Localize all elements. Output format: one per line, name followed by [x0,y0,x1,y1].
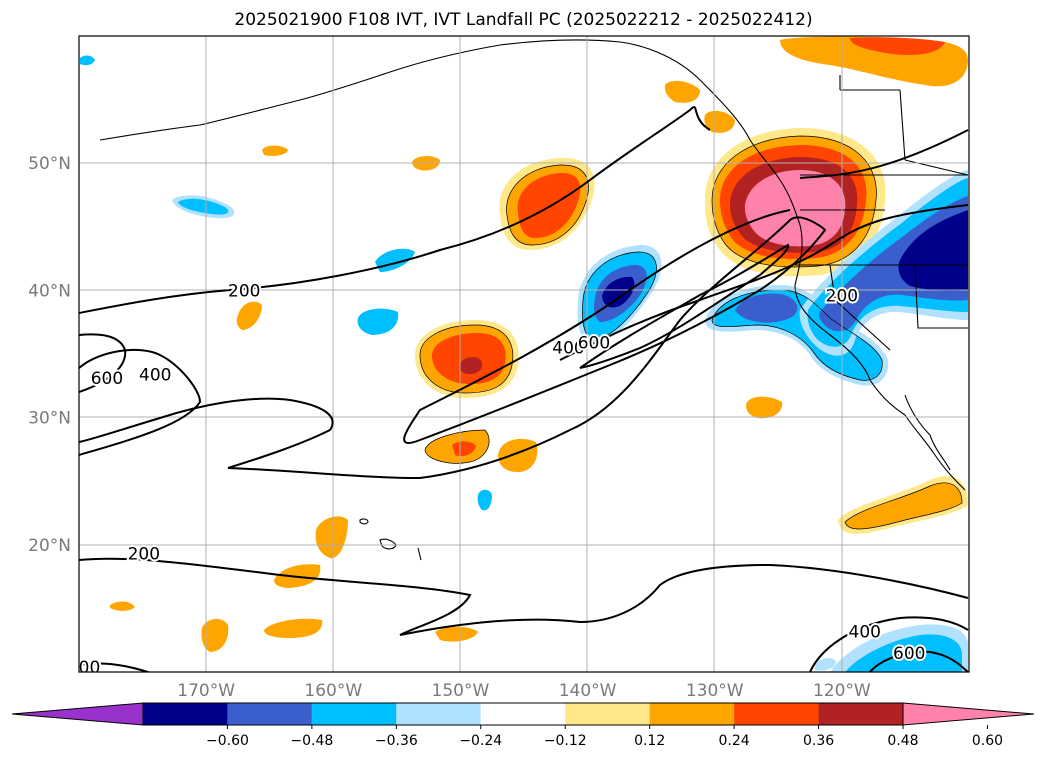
fill-blob [80,55,95,66]
colorbar-tick-label: −0.12 [544,733,587,749]
contour-400-south [79,662,152,672]
contour-label: 400 [849,622,881,642]
colorbar: −0.60 −0.48 −0.36 −0.24 −0.12 0.12 0.24 0.36 0.4… [11,702,1035,749]
colorbar-tick-label: 0.12 [634,733,665,749]
gridlines [79,36,969,672]
contour-600-southeast [869,650,969,672]
fill-blob [845,482,962,529]
fill-blob [664,80,700,103]
ivt-contours [79,106,969,672]
colorbar-swatch [734,703,819,725]
fill-blob [815,658,836,671]
coastlines [99,39,969,561]
colorbar-swatch [480,703,566,725]
lon-tick-label: 170°W [177,681,235,701]
lat-tick-label: 20°N [28,536,71,556]
lon-tick-label: 160°W [304,681,362,701]
contour-400-ar-main [227,209,827,480]
colorbar-swatch [818,703,903,725]
colorbar-tick-label: −0.24 [459,733,502,749]
fill-blob [315,516,348,559]
contour-label: 200 [128,545,160,565]
colorbar-tick-label: −0.60 [206,733,249,749]
lat-tick-label: 50°N [28,154,71,174]
fill-outlines [419,135,963,530]
fill-blob [460,357,483,374]
colorbar-tick-label: −0.48 [290,733,333,749]
contour-label: 400 [68,658,100,678]
colorbar-swatch [565,703,650,725]
colorbar-swatch [311,703,397,725]
fill-blob [110,601,135,611]
fill-blob [744,170,846,247]
contour-label: 400 [139,365,171,385]
contour-400-southeast [809,616,969,672]
contour-200-east [559,204,969,361]
map-frame [78,35,970,673]
fill-blob [602,276,635,308]
lat-tick-label: 40°N [28,281,71,301]
fill-blob [178,198,229,215]
colorbar-tick-label: 0.24 [719,733,750,749]
fill-blob [452,441,476,457]
contour-label: 600 [578,334,610,354]
fill-blob [898,210,968,291]
contour-label: 400 [552,339,584,359]
fill-blob [262,145,288,156]
lon-tick-label: 130°W [686,681,744,701]
ivt-filled-contours [80,36,968,672]
contour-200-south [79,557,969,636]
lat-tick-label: 30°N [28,409,71,429]
colorbar-tick-label: −0.36 [375,733,418,749]
contour-200-north [79,106,711,314]
fill-blob [746,396,783,419]
contour-label: 200 [826,286,858,306]
fill-blob [264,618,323,638]
fill-blob [201,618,229,652]
colorbar-swatch [396,703,481,725]
contour-label: 600 [893,644,925,664]
fill-blob [357,308,399,335]
colorbar-swatch [649,703,735,725]
contour-600-west [79,333,127,393]
fill-blob [477,489,492,511]
latitude-labels: 50°N 40°N 30°N 20°N [28,154,71,556]
colorbar-tick-label: 0.36 [803,733,834,749]
fill-blob [850,37,945,55]
contour-label: 600 [91,369,123,389]
longitude-labels: 170°W 160°W 150°W 140°W 130°W 120°W [177,681,871,701]
colorbar-swatch [143,703,228,725]
colorbar-tick-label: 0.60 [972,733,1003,749]
chart-title: 2025021900 F108 IVT, IVT Landfall PC (20… [234,10,813,30]
colorbar-extend-min [11,702,144,726]
fill-blob [517,172,581,238]
colorbar-frame [142,702,904,726]
contour-label: 200 [228,281,260,301]
lon-tick-label: 150°W [432,681,490,701]
fill-blob [704,110,735,133]
fill-blob [498,438,538,473]
lon-tick-label: 120°W [813,681,871,701]
contour-400-ar-outer [79,397,334,469]
fill-blob [236,301,262,330]
colorbar-tick-label: 0.48 [887,733,918,749]
lon-tick-label: 140°W [559,681,617,701]
colorbar-extend-max [902,702,1035,726]
colorbar-swatch [227,703,312,725]
contour-600-ar [579,243,790,369]
fill-blob [435,626,478,642]
fill-blob [735,293,798,323]
contour-200-northeast [799,129,969,179]
contour-400-west [79,348,202,456]
